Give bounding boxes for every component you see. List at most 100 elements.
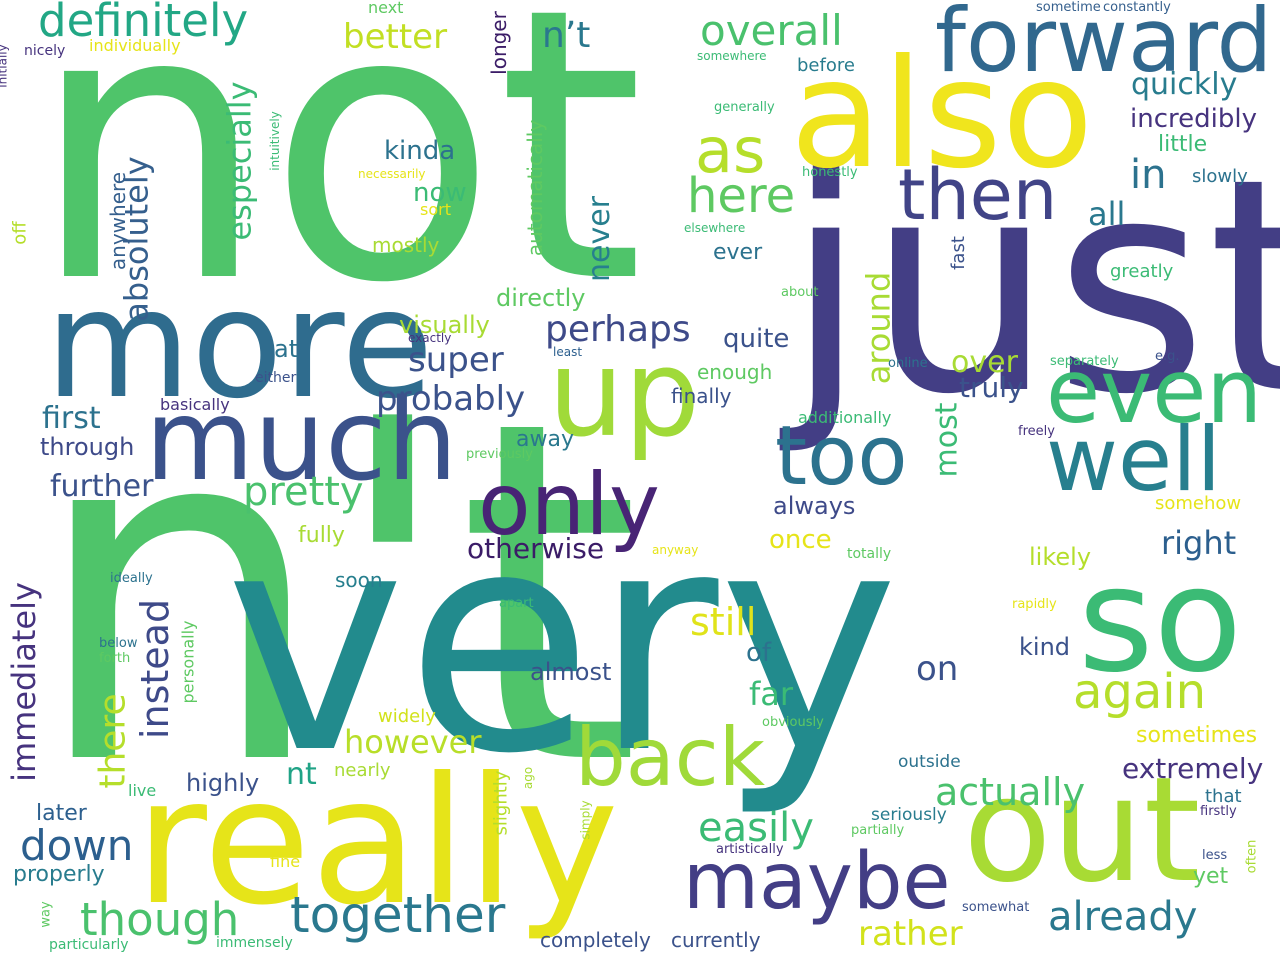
word: not xyxy=(30,0,645,365)
word: as xyxy=(695,114,766,187)
word: immediately xyxy=(4,582,43,782)
word: quite xyxy=(723,324,790,354)
word: ideally xyxy=(110,571,153,586)
word: immensely xyxy=(216,935,293,951)
word: before xyxy=(797,55,855,76)
word: actually xyxy=(935,770,1086,814)
word: yet xyxy=(1193,864,1229,889)
word: nicely xyxy=(24,43,66,59)
word: honestly xyxy=(802,165,858,180)
word: probably xyxy=(376,379,526,419)
word: later xyxy=(36,801,87,826)
word: perhaps xyxy=(545,309,691,350)
word: initially xyxy=(0,44,10,88)
word: often xyxy=(1244,839,1260,874)
word: finally xyxy=(671,384,732,408)
word: pretty xyxy=(243,469,364,515)
word: constantly xyxy=(1103,0,1171,15)
word: then xyxy=(898,154,1058,236)
word: always xyxy=(773,492,856,520)
word: slowly xyxy=(1192,166,1248,187)
word: down xyxy=(20,821,134,870)
word: up xyxy=(548,325,701,464)
word: otherwise xyxy=(467,532,605,565)
word: ever xyxy=(713,240,763,265)
word: either xyxy=(255,370,297,386)
word: better xyxy=(343,17,448,57)
word: next xyxy=(368,0,404,17)
word: still xyxy=(690,600,757,644)
word: apart xyxy=(499,596,534,611)
word: off xyxy=(9,221,31,245)
word: widely xyxy=(378,706,436,727)
word: right xyxy=(1161,524,1237,562)
word: all xyxy=(1088,195,1126,233)
word: sort xyxy=(420,200,451,219)
word: likely xyxy=(1029,543,1092,571)
word: anywhere xyxy=(106,171,131,271)
word: however xyxy=(344,723,482,761)
word: nt xyxy=(286,757,317,792)
word: well xyxy=(1046,408,1222,511)
word: somewhat xyxy=(962,900,1030,915)
word: greatly xyxy=(1110,261,1174,282)
word: way xyxy=(38,901,54,928)
word: also xyxy=(790,28,1094,202)
word: really xyxy=(135,741,619,944)
word: so xyxy=(1078,536,1243,705)
word: highly xyxy=(186,769,260,797)
word: that xyxy=(1205,786,1242,807)
word: incredibly xyxy=(1130,104,1257,134)
word: in xyxy=(1130,152,1167,198)
word: away xyxy=(516,427,574,452)
word: again xyxy=(1073,664,1207,720)
word: partially xyxy=(851,823,905,838)
word: freely xyxy=(1018,424,1055,439)
word: separately xyxy=(1050,354,1119,369)
word: rapidly xyxy=(1012,597,1057,612)
word: outside xyxy=(898,752,961,772)
word: easily xyxy=(698,805,814,851)
word: sometime xyxy=(1036,0,1101,15)
word: fully xyxy=(298,523,345,548)
word: just xyxy=(785,115,1280,459)
word: forth xyxy=(99,651,131,666)
word: most xyxy=(929,402,965,478)
word: fine xyxy=(270,852,301,871)
word: definitely xyxy=(38,0,249,47)
word: visually xyxy=(399,311,490,339)
word: least xyxy=(553,345,583,359)
word: together xyxy=(290,886,506,944)
word: too xyxy=(775,409,908,504)
word: over xyxy=(951,345,1018,380)
word: even xyxy=(1046,340,1263,443)
word: longer xyxy=(486,11,511,75)
word: more xyxy=(45,258,434,432)
word: first xyxy=(42,401,101,436)
word: on xyxy=(916,649,959,689)
word: never xyxy=(582,195,618,283)
word: quickly xyxy=(1131,67,1238,102)
word: directly xyxy=(496,284,586,312)
word: soon xyxy=(335,568,383,592)
word: somehow xyxy=(1155,493,1242,514)
word: instead xyxy=(133,598,178,740)
word: generally xyxy=(714,100,775,115)
word: far xyxy=(749,675,794,713)
word: truly xyxy=(959,371,1024,404)
word: only xyxy=(478,455,660,555)
word: properly xyxy=(13,862,105,887)
word: now xyxy=(413,178,467,208)
word: nearly xyxy=(334,760,391,781)
word: seriously xyxy=(871,805,947,825)
word: necessarily xyxy=(358,167,426,181)
word: much xyxy=(145,376,458,506)
word: live xyxy=(128,781,157,800)
word: kinda xyxy=(384,136,456,166)
word: at xyxy=(274,335,299,363)
word: rather xyxy=(858,914,963,954)
word: kind xyxy=(1019,633,1071,661)
word: elsewhere xyxy=(684,221,746,235)
word: less xyxy=(1202,848,1228,863)
